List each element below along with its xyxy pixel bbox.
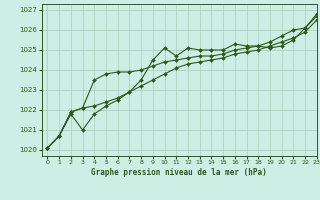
- X-axis label: Graphe pression niveau de la mer (hPa): Graphe pression niveau de la mer (hPa): [91, 168, 267, 177]
